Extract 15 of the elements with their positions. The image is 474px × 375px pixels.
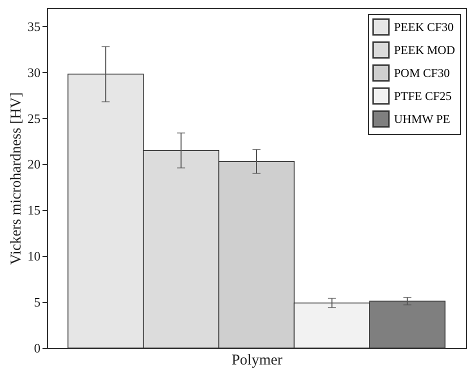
y-tick-label: 5 xyxy=(34,294,40,310)
y-tick-label: 35 xyxy=(28,18,40,34)
y-tick-label: 15 xyxy=(28,202,40,218)
legend-label: PEEK CF30 xyxy=(394,20,454,34)
y-tick-label: 10 xyxy=(28,248,40,264)
y-tick-label: 30 xyxy=(28,64,40,80)
y-tick-label: 20 xyxy=(28,156,40,172)
legend-label: PTFE CF25 xyxy=(394,89,452,103)
legend-label: UHMW PE xyxy=(394,112,450,126)
y-tick-label: 25 xyxy=(28,110,40,126)
legend-label: POM CF30 xyxy=(394,66,450,80)
y-tick-label: 0 xyxy=(34,340,40,356)
x-axis-title: Polymer xyxy=(232,352,282,368)
legend-label: PEEK MOD xyxy=(394,43,456,57)
y-axis-title: Vickers microhardness [HV] xyxy=(8,92,24,265)
